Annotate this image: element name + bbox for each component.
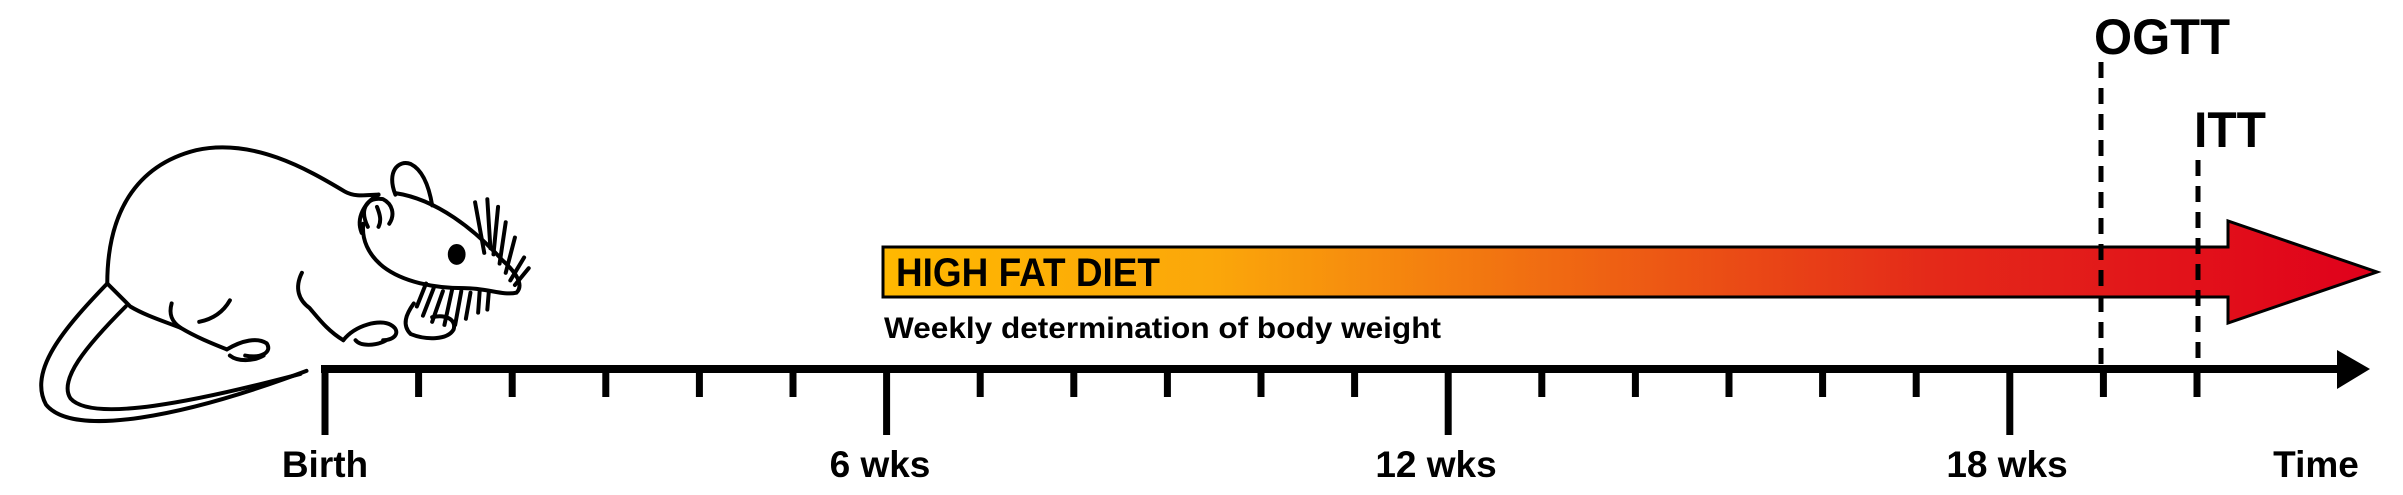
itt-label: ITT bbox=[2194, 102, 2266, 158]
diet-label: HIGH FAT DIET bbox=[896, 251, 1160, 295]
timeline-axis bbox=[321, 350, 2370, 435]
ogtt-label: OGTT bbox=[2094, 9, 2230, 65]
label-6wks: 6 wks bbox=[830, 444, 931, 485]
label-time: Time bbox=[2273, 444, 2359, 485]
diet-sublabel: Weekly determination of body weight bbox=[884, 312, 1441, 345]
label-birth: Birth bbox=[282, 444, 368, 485]
high-fat-diet-arrow bbox=[881, 218, 2382, 326]
label-12wks: 12 wks bbox=[1375, 444, 1496, 485]
label-18wks: 18 wks bbox=[1946, 444, 2067, 485]
mouse-icon bbox=[39, 145, 531, 424]
axis-arrowhead bbox=[2337, 350, 2370, 389]
